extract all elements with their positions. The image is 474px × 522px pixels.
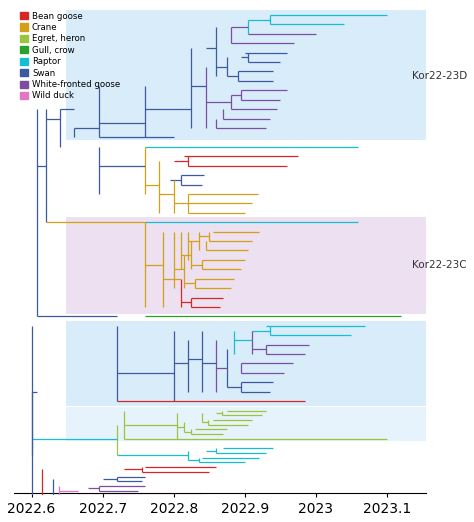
- Text: Kor22-23D: Kor22-23D: [411, 71, 467, 81]
- Legend: Bean goose, Crane, Egret, heron, Gull, crow, Raptor, Swan, White-fronted goose, : Bean goose, Crane, Egret, heron, Gull, c…: [18, 10, 122, 102]
- Bar: [66, 10, 426, 140]
- Text: Kor22-23C: Kor22-23C: [411, 259, 466, 269]
- Bar: [66, 407, 426, 441]
- Bar: [66, 321, 426, 406]
- Bar: [66, 218, 426, 314]
